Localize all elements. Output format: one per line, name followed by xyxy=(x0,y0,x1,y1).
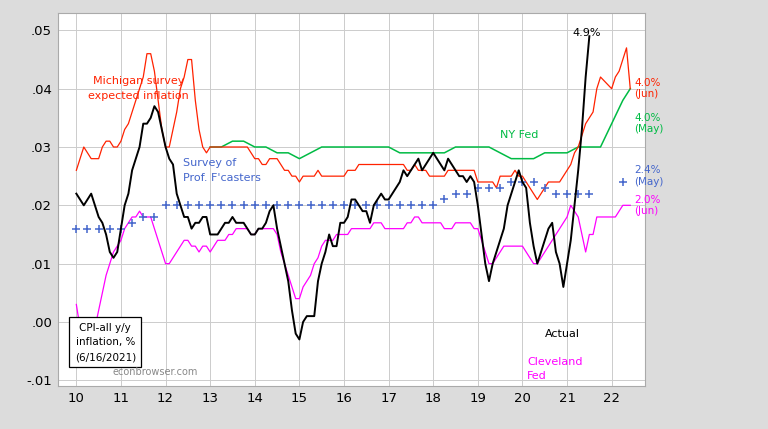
Text: 2.0%
(Jun): 2.0% (Jun) xyxy=(634,194,660,216)
Text: NY Fed: NY Fed xyxy=(500,130,538,140)
Text: 2.4%
(May): 2.4% (May) xyxy=(634,165,664,187)
Text: Actual: Actual xyxy=(545,329,580,338)
Text: 4.0%
(May): 4.0% (May) xyxy=(634,113,664,134)
Text: 4.9%: 4.9% xyxy=(572,28,601,38)
Text: econbrowser.com: econbrowser.com xyxy=(112,367,197,378)
Text: Michigan survey
expected inflation: Michigan survey expected inflation xyxy=(88,76,189,101)
Text: Survey of
Prof. F'casters: Survey of Prof. F'casters xyxy=(184,158,261,183)
Text: Cleveland
Fed: Cleveland Fed xyxy=(527,356,582,381)
Text: CPI-all y/y
inflation, %
(6/16/2021): CPI-all y/y inflation, % (6/16/2021) xyxy=(74,323,136,362)
Text: 4.0%
(Jun): 4.0% (Jun) xyxy=(634,78,660,100)
